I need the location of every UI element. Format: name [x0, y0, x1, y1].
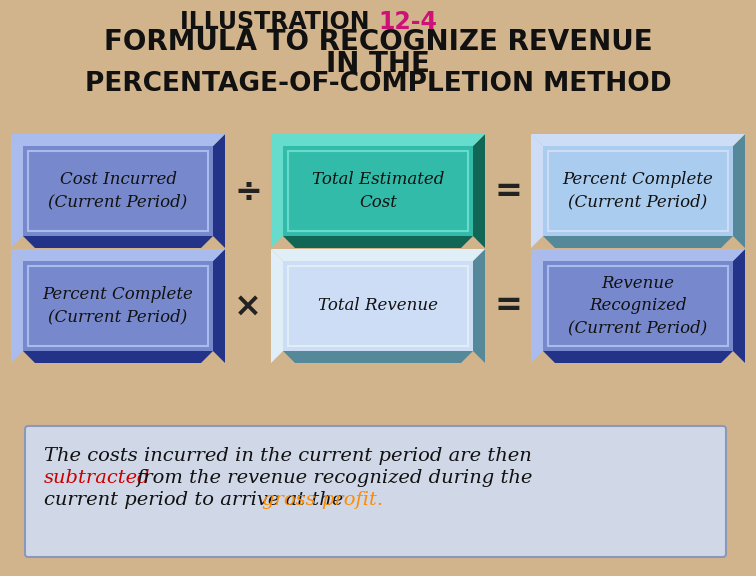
Polygon shape	[543, 351, 733, 363]
Polygon shape	[213, 134, 225, 248]
Text: Percent Complete
(Current Period): Percent Complete (Current Period)	[42, 286, 194, 325]
Polygon shape	[11, 249, 23, 363]
Text: ÷: ÷	[234, 175, 262, 207]
Bar	[288, 151, 468, 231]
Text: =: =	[494, 290, 522, 323]
Text: from the revenue recognized during the: from the revenue recognized during the	[136, 469, 532, 487]
Polygon shape	[271, 134, 485, 146]
Text: current period to arrive at the: current period to arrive at the	[44, 491, 349, 509]
Polygon shape	[23, 351, 213, 363]
Bar	[543, 261, 733, 351]
Polygon shape	[271, 249, 283, 363]
Bar	[28, 151, 208, 231]
Polygon shape	[271, 249, 485, 261]
Bar	[288, 266, 468, 346]
Bar	[543, 146, 733, 236]
Polygon shape	[283, 351, 473, 363]
Bar	[23, 261, 213, 351]
Bar	[548, 266, 728, 346]
Polygon shape	[473, 249, 485, 363]
FancyBboxPatch shape	[25, 426, 726, 557]
Polygon shape	[11, 249, 225, 261]
Text: 12-4: 12-4	[378, 10, 437, 34]
Bar	[283, 261, 473, 351]
Text: =: =	[494, 175, 522, 207]
Text: Total Estimated
Cost: Total Estimated Cost	[311, 172, 445, 211]
Polygon shape	[283, 236, 473, 248]
Polygon shape	[213, 249, 225, 363]
Bar	[283, 146, 473, 236]
Text: Revenue
Recognized
(Current Period): Revenue Recognized (Current Period)	[569, 275, 708, 337]
Polygon shape	[543, 236, 733, 248]
Bar	[23, 146, 213, 236]
Text: subtracted: subtracted	[44, 469, 150, 487]
Text: PERCENTAGE-OF-COMPLETION METHOD: PERCENTAGE-OF-COMPLETION METHOD	[85, 71, 671, 97]
Text: ILLUSTRATION: ILLUSTRATION	[180, 10, 378, 34]
Text: Total Revenue: Total Revenue	[318, 297, 438, 314]
Text: IN THE: IN THE	[326, 50, 430, 78]
Polygon shape	[733, 134, 745, 248]
Polygon shape	[531, 249, 543, 363]
Text: The costs incurred in the current period are then: The costs incurred in the current period…	[44, 447, 531, 465]
Polygon shape	[11, 134, 225, 146]
Polygon shape	[531, 134, 745, 146]
Text: ×: ×	[234, 290, 262, 323]
Text: Cost Incurred
(Current Period): Cost Incurred (Current Period)	[48, 172, 187, 211]
Polygon shape	[23, 236, 213, 248]
Text: Percent Complete
(Current Period): Percent Complete (Current Period)	[562, 172, 714, 211]
Bar	[28, 266, 208, 346]
Text: FORMULA TO RECOGNIZE REVENUE: FORMULA TO RECOGNIZE REVENUE	[104, 28, 652, 56]
Bar	[548, 151, 728, 231]
Polygon shape	[531, 249, 745, 261]
Polygon shape	[473, 134, 485, 248]
Polygon shape	[733, 249, 745, 363]
Polygon shape	[11, 134, 23, 248]
Polygon shape	[531, 134, 543, 248]
Polygon shape	[271, 134, 283, 248]
Text: gross profit.: gross profit.	[262, 491, 383, 509]
